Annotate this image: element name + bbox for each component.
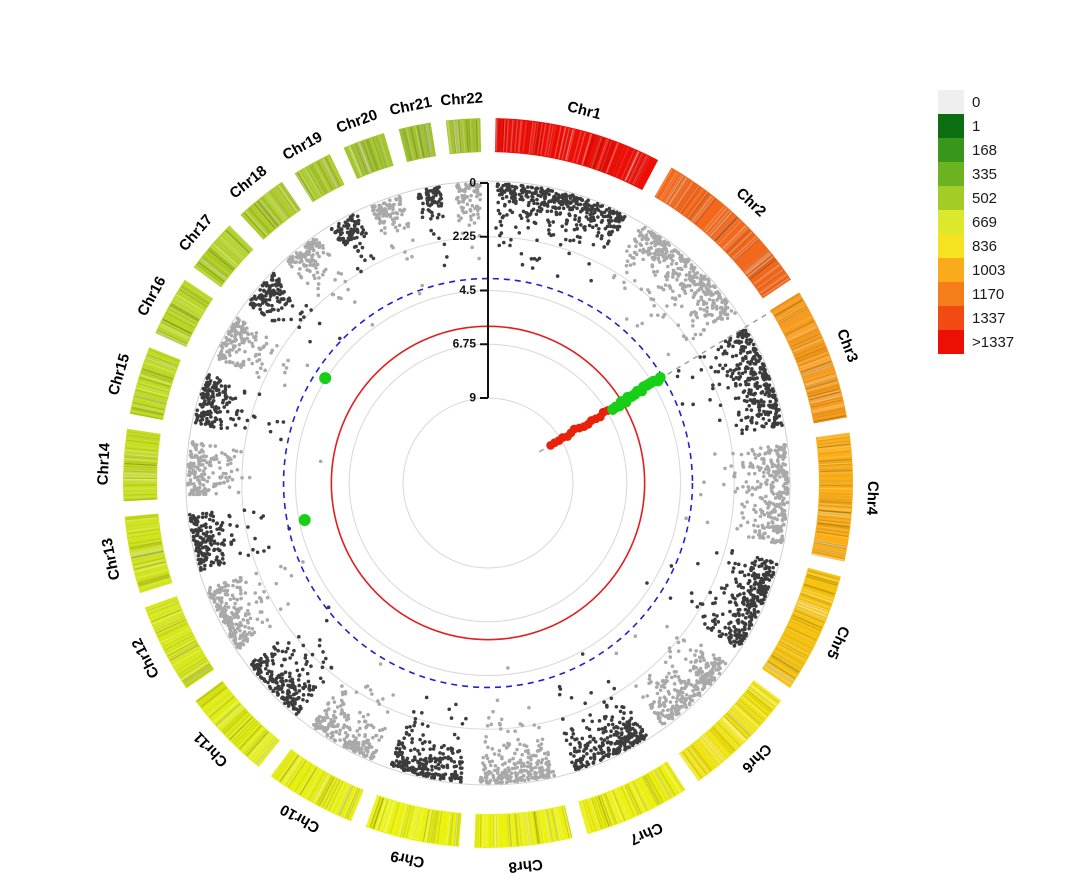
legend-item: 1337 bbox=[938, 306, 1014, 330]
legend-color-swatch bbox=[938, 330, 964, 354]
legend-color-swatch bbox=[938, 210, 964, 234]
legend-label: 335 bbox=[972, 165, 998, 183]
legend-label: 1170 bbox=[972, 285, 1005, 303]
legend-color-swatch bbox=[938, 306, 964, 330]
legend-color-swatch bbox=[938, 162, 964, 186]
legend-color-swatch bbox=[938, 90, 964, 114]
legend-color-swatch bbox=[938, 138, 964, 162]
legend-color-swatch bbox=[938, 234, 964, 258]
legend-label: 168 bbox=[972, 141, 998, 159]
legend-item: 335 bbox=[938, 162, 1014, 186]
legend-item: 168 bbox=[938, 138, 1014, 162]
legend-color-swatch bbox=[938, 282, 964, 306]
legend-item: 0 bbox=[938, 90, 1014, 114]
density-legend: 0 1 168 335 502 669 836 1003 1170 1337 >1337 bbox=[938, 90, 1014, 354]
legend-color-swatch bbox=[938, 186, 964, 210]
legend-label: 1003 bbox=[972, 261, 1006, 279]
legend-item: 1 bbox=[938, 114, 1014, 138]
legend-item: 669 bbox=[938, 210, 1014, 234]
legend-label: 836 bbox=[972, 237, 998, 255]
legend-color-swatch bbox=[938, 258, 964, 282]
legend-item: >1337 bbox=[938, 330, 1014, 354]
legend-item: 836 bbox=[938, 234, 1014, 258]
legend-item: 1003 bbox=[938, 258, 1014, 282]
legend-item: 502 bbox=[938, 186, 1014, 210]
legend-label: 0 bbox=[972, 93, 981, 111]
legend-label: 669 bbox=[972, 213, 998, 231]
legend-item: 1170 bbox=[938, 282, 1014, 306]
legend-label: 1 bbox=[972, 117, 981, 135]
legend-label: 502 bbox=[972, 189, 998, 207]
legend-label: 1337 bbox=[972, 309, 1006, 327]
legend-color-swatch bbox=[938, 114, 964, 138]
legend-label: >1337 bbox=[972, 333, 1015, 351]
